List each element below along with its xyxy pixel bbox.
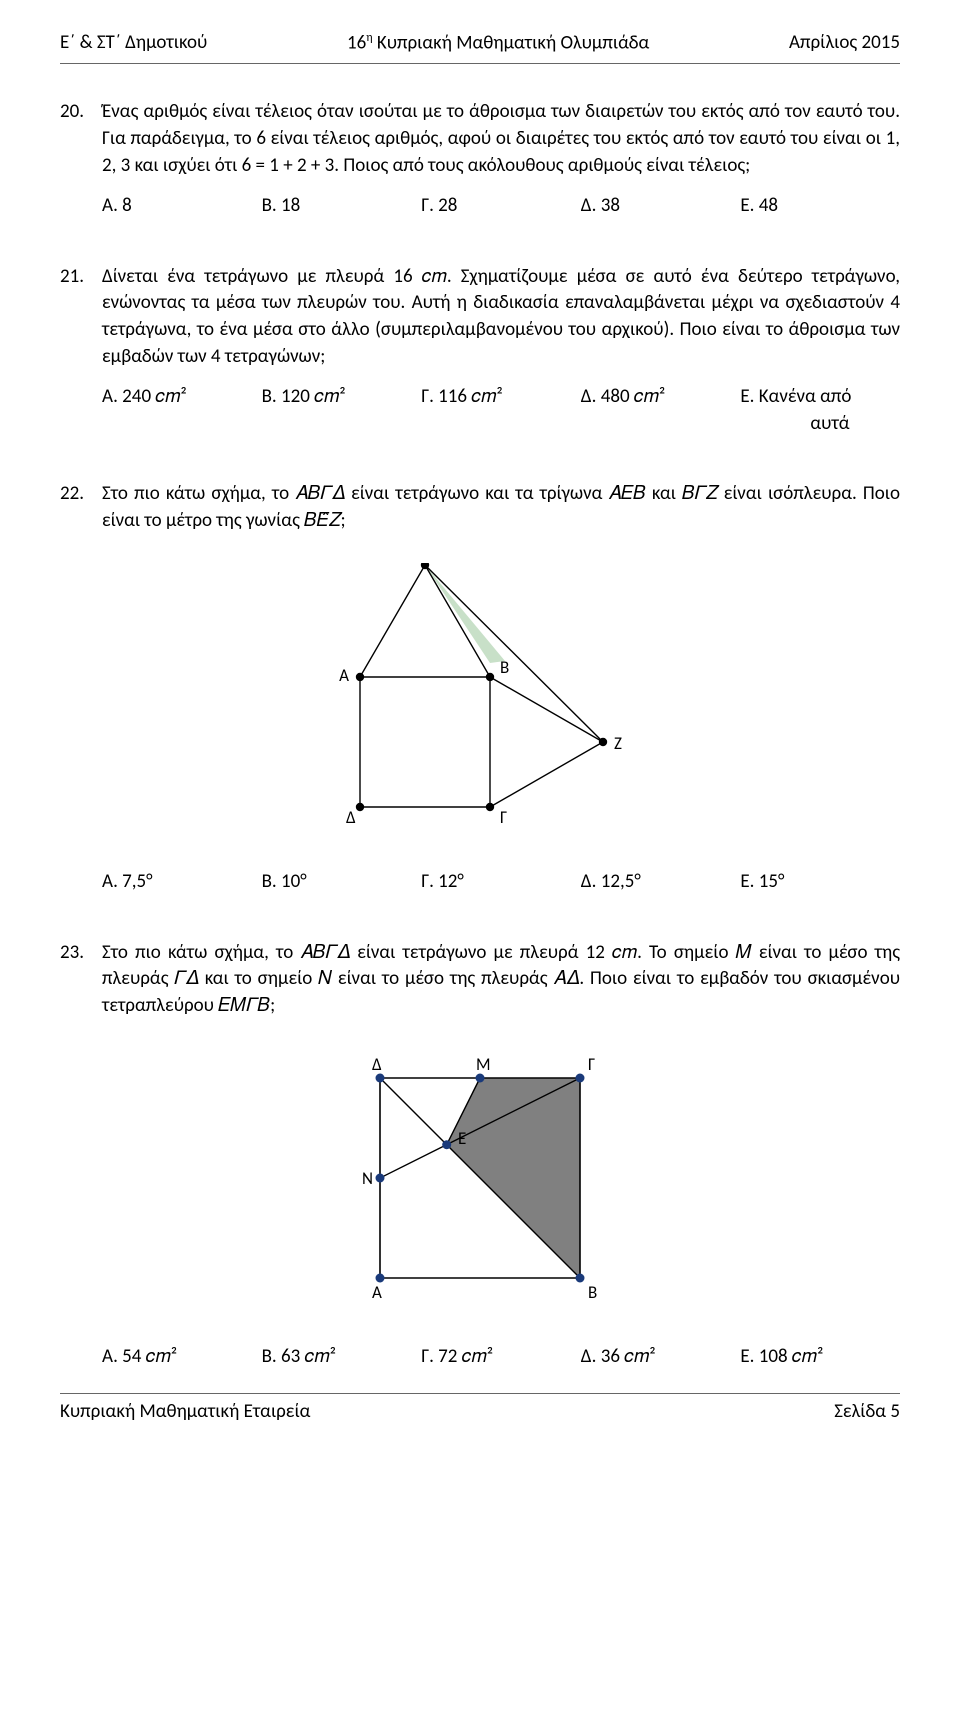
svg-text:Α: Α <box>339 665 349 686</box>
question-number: 21. <box>60 264 102 370</box>
svg-text:Δ: Δ <box>346 807 356 828</box>
option-e: Ε. Κανένα από αυτά <box>740 384 900 437</box>
option-d: Δ. 38 <box>581 193 741 220</box>
question-23-options: Α. 54 𝑐𝑚² Β. 63 𝑐𝑚² Γ. 72 𝑐𝑚² Δ. 36 𝑐𝑚² … <box>60 1344 900 1371</box>
question-20: 20. Ένας αριθμός είναι τέλειος όταν ισού… <box>60 99 900 179</box>
option-d: Δ. 12,5° <box>581 869 741 896</box>
option-a: Α. 8 <box>102 193 262 220</box>
svg-text:Ε: Ε <box>458 1128 466 1149</box>
question-22-figure: Ε Α Β Ζ Δ Γ <box>60 563 900 842</box>
option-b: Β. 120 𝑐𝑚² <box>262 384 422 437</box>
question-21-options: Α. 240 𝑐𝑚² Β. 120 𝑐𝑚² Γ. 116 𝑐𝑚² Δ. 480 … <box>60 384 900 437</box>
header-right: Απρίλιος 2015 <box>789 30 900 57</box>
question-text: Ένας αριθμός είναι τέλειος όταν ισούται … <box>102 99 900 179</box>
page-footer: Κυπριακή Μαθηματική Εταιρεία Σελίδα 5 <box>60 1399 900 1426</box>
option-b: Β. 63 𝑐𝑚² <box>262 1344 422 1371</box>
option-b: Β. 18 <box>262 193 422 220</box>
footer-rule <box>60 1393 900 1394</box>
svg-text:Α: Α <box>372 1282 382 1303</box>
option-e: Ε. 108 𝑐𝑚² <box>740 1344 900 1371</box>
svg-text:Ε: Ε <box>421 563 429 564</box>
svg-text:Ζ: Ζ <box>614 733 622 754</box>
question-22: 22. Στο πιο κάτω σχήμα, το 𝛢𝛣𝛤𝛥 είναι τε… <box>60 481 900 534</box>
question-text: Στο πιο κάτω σχήμα, το 𝛢𝛣𝛤𝛥 είναι τετράγ… <box>102 481 900 534</box>
question-21: 21. Δίνεται ένα τετράγωνο με πλευρά 16 𝑐… <box>60 264 900 370</box>
header-rule <box>60 63 900 64</box>
header-left: Ε΄ & ΣΤ΄ Δημοτικού <box>60 30 207 57</box>
option-e: Ε. 48 <box>740 193 900 220</box>
option-c: Γ. 28 <box>421 193 581 220</box>
option-c: Γ. 72 𝑐𝑚² <box>421 1344 581 1371</box>
question-number: 20. <box>60 99 102 179</box>
figure-svg: Ε Α Β Ζ Δ Γ <box>300 563 660 833</box>
question-20-options: Α. 8 Β. 18 Γ. 28 Δ. 38 Ε. 48 <box>60 193 900 220</box>
question-23: 23. Στο πιο κάτω σχήμα, το 𝛢𝛣𝛤𝛥 είναι τε… <box>60 940 900 1020</box>
option-a: Α. 7,5° <box>102 869 262 896</box>
svg-text:Ν: Ν <box>362 1168 373 1189</box>
svg-text:Μ: Μ <box>476 1054 491 1075</box>
question-23-figure: Δ Μ Γ Ε Ν Α Β <box>60 1048 900 1317</box>
option-d: Δ. 480 𝑐𝑚² <box>581 384 741 437</box>
option-e: Ε. 15° <box>740 869 900 896</box>
svg-text:Β: Β <box>500 657 509 678</box>
footer-right: Σελίδα 5 <box>834 1399 900 1426</box>
svg-text:Γ: Γ <box>500 807 507 828</box>
svg-text:Γ: Γ <box>588 1054 595 1075</box>
question-text: Στο πιο κάτω σχήμα, το 𝛢𝛣𝛤𝛥 είναι τετράγ… <box>102 940 900 1020</box>
option-c: Γ. 116 𝑐𝑚² <box>421 384 581 437</box>
svg-text:Β: Β <box>588 1282 597 1303</box>
question-text: Δίνεται ένα τετράγωνο με πλευρά 16 𝑐𝑚. Σ… <box>102 264 900 370</box>
option-a: Α. 54 𝑐𝑚² <box>102 1344 262 1371</box>
option-c: Γ. 12° <box>421 869 581 896</box>
page-header: Ε΄ & ΣΤ΄ Δημοτικού 16η Κυπριακή Μαθηματι… <box>60 30 900 57</box>
svg-text:Δ: Δ <box>372 1054 382 1075</box>
option-a: Α. 240 𝑐𝑚² <box>102 384 262 437</box>
footer-left: Κυπριακή Μαθηματική Εταιρεία <box>60 1399 310 1426</box>
header-center: 16η Κυπριακή Μαθηματική Ολυμπιάδα <box>347 30 649 57</box>
option-b: Β. 10° <box>262 869 422 896</box>
option-d: Δ. 36 𝑐𝑚² <box>581 1344 741 1371</box>
question-22-options: Α. 7,5° Β. 10° Γ. 12° Δ. 12,5° Ε. 15° <box>60 869 900 896</box>
figure-svg: Δ Μ Γ Ε Ν Α Β <box>330 1048 630 1308</box>
question-number: 23. <box>60 940 102 1020</box>
question-number: 22. <box>60 481 102 534</box>
